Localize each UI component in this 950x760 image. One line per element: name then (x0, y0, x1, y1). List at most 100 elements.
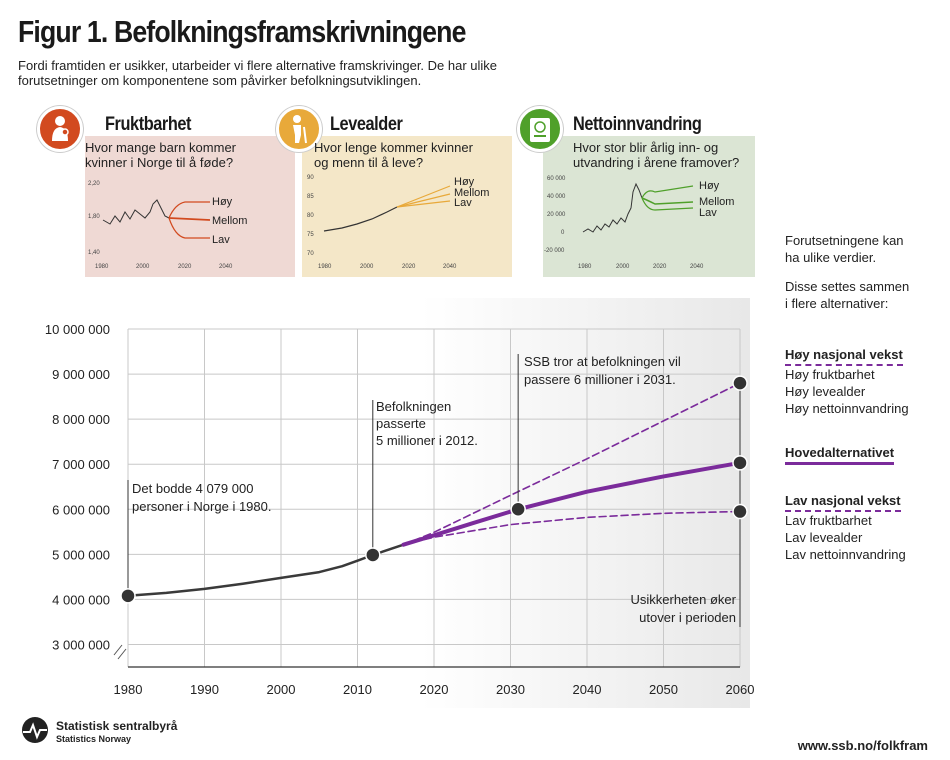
data-markers (120, 375, 748, 604)
y-tick-label: 7 000 000 (52, 457, 110, 472)
high-label: Høy (212, 196, 233, 208)
y-tick-label: 1,40 (88, 250, 100, 256)
series-line-high (402, 382, 741, 546)
panel-background (543, 136, 755, 277)
y-tick-label: 90 (307, 175, 314, 181)
y-tick-label: 2,20 (88, 181, 100, 187)
y-tick-label: 0 (561, 230, 565, 236)
annotation-2012-line2: passerte (376, 416, 426, 431)
immigration-mini-chart: 60 000 40 000 20 000 0 -20 000 1980 2000… (544, 176, 734, 270)
sidebar-list-item: Høy nettoinnvandring (785, 401, 909, 416)
annotation-2012-line3: 5 millioner i 2012. (376, 433, 478, 448)
data-marker (732, 375, 748, 391)
y-tick-label: 60 000 (547, 176, 566, 182)
mother-child-icon (37, 106, 83, 152)
y-tick-label: 85 (307, 194, 314, 200)
y-tick-label: 9 000 000 (52, 367, 110, 382)
panel-fruktbarhet: Fruktbarhet Hvor mange barn kommer kvinn… (37, 106, 295, 277)
sidebar-main-group: Hovedalternativet (785, 444, 895, 465)
sidebar-intro-line: Disse settes sammen (785, 279, 910, 294)
panel-levealder: Levealder Hvor lenge kommer kvinner og m… (276, 106, 512, 277)
y-tick-label: 80 (307, 213, 314, 219)
x-tick-label: 2000 (136, 264, 150, 270)
axis-break-icon (113, 644, 127, 660)
annotations: Det bodde 4 079 000 personer i Norge i 1… (132, 354, 737, 625)
source-url[interactable]: www.ssb.no/folkfram (797, 738, 928, 753)
ssb-logo-icon (22, 717, 48, 743)
sidebar-list-item: Lav nettoinnvandring (785, 547, 906, 562)
x-tick-label: 2020 (178, 264, 192, 270)
figure-subtitle: Fordi framtiden er usikker, utarbeider v… (18, 58, 498, 88)
x-tick-label: 1980 (114, 682, 143, 697)
annotation-2012-line1: Befolkningen (376, 399, 451, 414)
low-label: Lav (454, 197, 472, 209)
annotation-2031-line1: SSB tror at befolkningen vil (524, 354, 681, 369)
x-tick-label: 2050 (649, 682, 678, 697)
low-line (168, 217, 210, 239)
panel-title: Fruktbarhet (105, 114, 192, 135)
panel-nettoinnvandring: Nettoinnvandring Hvor stor blir årlig in… (517, 106, 755, 277)
panel-background (302, 136, 512, 277)
x-tick-label: 2020 (653, 264, 667, 270)
life-expectancy-mini-chart: 90 85 80 75 70 1980 2000 2020 2040 Høy M… (307, 175, 489, 270)
y-tick-label: 6 000 000 (52, 502, 110, 517)
data-marker (732, 503, 748, 520)
panel-question: Hvor mange barn kommer kvinner i Norge t… (85, 140, 236, 170)
x-tick-label: 2040 (573, 682, 602, 697)
low-line (396, 200, 451, 208)
series-line-main (401, 460, 742, 547)
middle-label: Mellom (454, 187, 489, 199)
y-tick-label: 75 (307, 232, 314, 238)
panel-background (85, 136, 295, 277)
low-growth-heading: Lav nasjonal vekst (785, 492, 901, 512)
high-line (641, 185, 694, 199)
x-tick-label: 2000 (267, 682, 296, 697)
y-tick-label: 8 000 000 (52, 412, 110, 427)
elderly-person-icon (276, 106, 322, 152)
history-line (582, 182, 643, 233)
y-tick-label: -20 000 (544, 248, 565, 254)
panel-title: Nettoinnvandring (573, 114, 702, 135)
annotation-2060-line1: Usikkerheten øker (631, 592, 737, 607)
x-tick-label: 2060 (726, 682, 755, 697)
y-tick-label: 40 000 (547, 194, 566, 200)
sidebar-intro: Forutsetningene kan ha ulike verdier. Di… (785, 232, 909, 312)
x-tick-label: 2010 (343, 682, 372, 697)
y-tick-label: 70 (307, 251, 314, 257)
x-tick-label: 2040 (219, 264, 233, 270)
x-tick-label: 2030 (496, 682, 525, 697)
x-tick-label: 1980 (578, 264, 592, 270)
sidebar-intro-line: ha ulike verdier. (785, 250, 877, 265)
middle-label: Mellom (699, 196, 734, 208)
figure-title: Figur 1. Befolkningsframskrivningene (18, 14, 466, 49)
y-tick-label: 5 000 000 (52, 547, 110, 562)
middle-line (396, 193, 451, 208)
sidebar-low-group: Lav nasjonal vekst Lav fruktbarhet Lav l… (785, 492, 906, 563)
x-tick-label: 2040 (443, 264, 457, 270)
sidebar-intro-line: i flere alternativer: (785, 296, 889, 311)
x-tick-label: 1990 (190, 682, 219, 697)
data-marker (732, 455, 748, 471)
annotation-2031-line2: passere 6 millioner i 2031. (524, 372, 676, 387)
history-line (323, 206, 398, 232)
low-label: Lav (699, 207, 717, 219)
passport-icon (517, 106, 563, 152)
data-marker (120, 588, 136, 604)
y-tick-label: 3 000 000 (52, 637, 110, 652)
high-label: Høy (454, 176, 475, 188)
y-axis: 10 000 000 9 000 000 8 000 000 7 000 000 6 0… (45, 322, 127, 660)
x-tick-label: 2000 (360, 264, 374, 270)
history-line (102, 199, 170, 225)
x-tick-label: 1980 (318, 264, 332, 270)
x-tick-label: 1980 (95, 264, 109, 270)
sidebar-list-item: Høy levealder (785, 384, 866, 399)
y-tick-label: 4 000 000 (52, 592, 110, 607)
y-tick-label: 20 000 (547, 212, 566, 218)
low-line (641, 197, 694, 211)
main-chart-background (20, 298, 750, 708)
high-label: Høy (699, 180, 720, 192)
x-tick-label: 2040 (690, 264, 704, 270)
x-tick-label: 2020 (420, 682, 449, 697)
annotation-1980-line2: personer i Norge i 1980. (132, 499, 271, 514)
panel-question: Hvor lenge kommer kvinner og menn til å … (314, 140, 473, 170)
